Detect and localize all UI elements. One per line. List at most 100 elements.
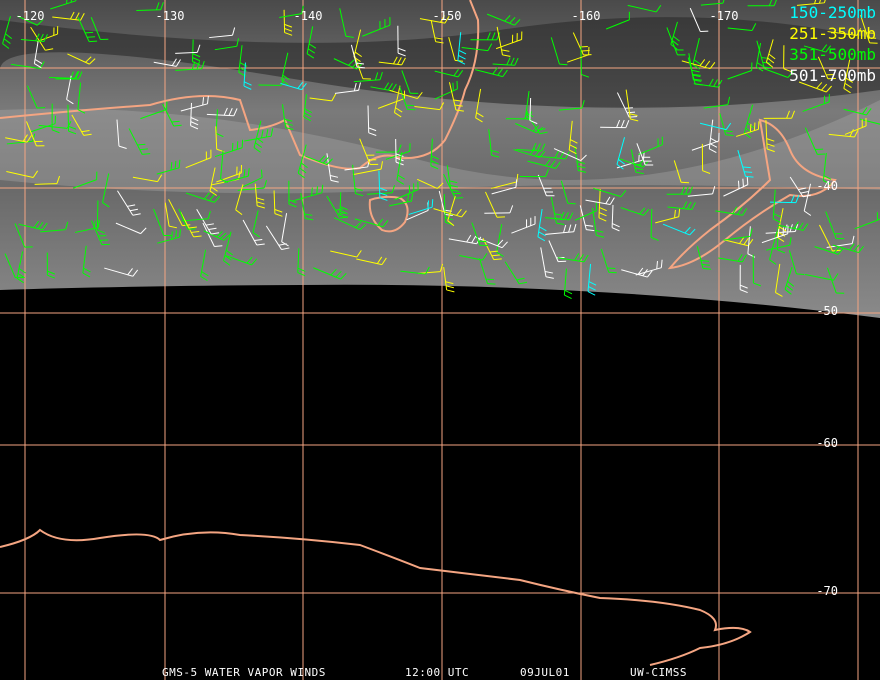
- wind-barb: [394, 181, 419, 201]
- wind-barb: [389, 89, 423, 100]
- wind-barb: [621, 267, 653, 278]
- barb-feather: [539, 131, 548, 135]
- barb-feather: [778, 231, 786, 237]
- barb-feather: [725, 122, 732, 130]
- wind-barb: [625, 89, 639, 122]
- wind-barb: [55, 71, 83, 80]
- wind-barb: [309, 93, 337, 102]
- barb-feather: [791, 110, 795, 119]
- latitude-label: -50: [816, 304, 838, 318]
- barb-feather: [260, 169, 263, 178]
- barb-feather: [802, 194, 811, 198]
- barb-feather: [783, 68, 792, 73]
- barb-shaft: [406, 209, 429, 221]
- wind-barb: [153, 208, 172, 237]
- wind-barb: [560, 180, 576, 205]
- wind-barb: [18, 220, 48, 231]
- barb-feather: [427, 200, 430, 209]
- barb-shaft: [558, 107, 583, 111]
- barb-feather: [190, 117, 199, 122]
- barb-feather: [825, 45, 832, 53]
- barb-shaft: [414, 105, 440, 111]
- barb-feather: [854, 129, 859, 138]
- wind-barb: [854, 212, 880, 230]
- barb-shaft: [4, 253, 16, 278]
- barb-feather: [397, 57, 402, 65]
- wind-barb: [191, 39, 201, 66]
- barb-feather: [564, 289, 573, 295]
- wind-barb: [475, 236, 508, 249]
- barb-feather: [379, 192, 388, 197]
- barb-shaft: [215, 126, 218, 150]
- wind-barb: [305, 155, 333, 166]
- barb-feather: [410, 193, 414, 202]
- barb-feather: [856, 28, 862, 36]
- wind-barb: [772, 189, 781, 223]
- barb-feather: [701, 263, 710, 266]
- barb-feather: [620, 119, 625, 128]
- barb-feather: [772, 218, 781, 223]
- wind-barb: [491, 179, 518, 195]
- barb-feather: [191, 231, 200, 233]
- barb-feather: [47, 274, 55, 279]
- wind-barb: [478, 258, 496, 285]
- barb-feather: [354, 51, 362, 58]
- wind-barb: [755, 42, 765, 72]
- barb-feather: [674, 209, 676, 218]
- barb-feather: [304, 108, 312, 114]
- barb-feather: [737, 253, 743, 262]
- barb-feather: [219, 232, 227, 239]
- barb-feather: [704, 60, 711, 68]
- barb-shaft: [389, 89, 418, 100]
- wind-barb: [574, 202, 598, 221]
- wind-barb: [2, 16, 13, 49]
- barb-feather: [492, 67, 498, 75]
- barb-feather: [225, 249, 234, 256]
- barb-feather: [431, 155, 439, 160]
- wind-barb: [504, 261, 528, 285]
- wind-barb: [67, 53, 96, 65]
- barb-shaft: [553, 148, 582, 162]
- wind-barb: [527, 159, 561, 169]
- wind-barb: [692, 38, 701, 70]
- barb-feather: [489, 250, 498, 253]
- barb-feather: [650, 236, 659, 241]
- barb-feather: [554, 213, 563, 216]
- barb-feather: [709, 143, 718, 148]
- barb-feather: [509, 205, 514, 214]
- barb-feather: [596, 234, 605, 238]
- longitude-label: -130: [156, 9, 185, 23]
- barb-feather: [699, 59, 706, 67]
- barb-feather: [196, 61, 200, 70]
- wind-barb: [761, 225, 789, 244]
- barb-shaft: [209, 34, 233, 39]
- wind-barb: [593, 187, 627, 198]
- barb-feather: [224, 255, 232, 261]
- wind-barb: [638, 136, 663, 155]
- wind-barb: [82, 245, 91, 278]
- barb-feather: [270, 128, 274, 137]
- barb-feather: [862, 107, 868, 115]
- wind-barb: [585, 196, 615, 205]
- barb-feather: [741, 254, 747, 263]
- wind-barb: [765, 120, 775, 153]
- barb-feather: [239, 62, 248, 67]
- barb-shaft: [14, 223, 26, 248]
- wind-barb: [752, 254, 762, 287]
- wind-barb: [825, 211, 845, 240]
- barb-shaft: [309, 97, 332, 102]
- barb-feather: [853, 244, 860, 252]
- barb-feather: [833, 246, 840, 254]
- barb-shaft: [377, 98, 405, 109]
- barb-feather: [331, 93, 337, 102]
- barb-shaft: [279, 13, 302, 19]
- barb-feather: [238, 171, 241, 180]
- barb-feather: [132, 269, 139, 277]
- barb-feather: [647, 270, 653, 278]
- wind-barb: [843, 59, 853, 94]
- barb-feather: [284, 32, 293, 36]
- barb-feather: [684, 226, 691, 234]
- barb-feather: [247, 168, 250, 177]
- barb-feather: [693, 59, 701, 65]
